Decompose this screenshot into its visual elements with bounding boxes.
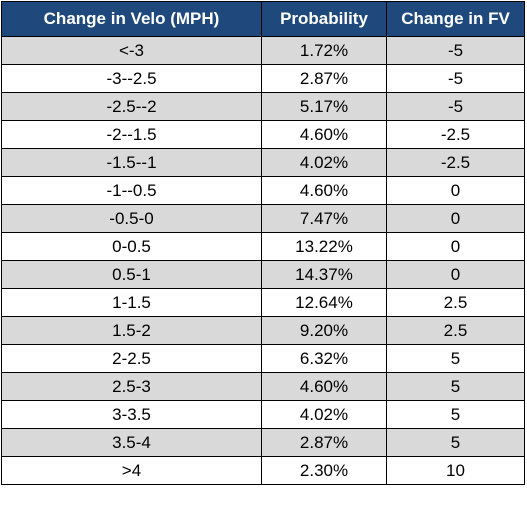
velo-range-cell: 1.5-2 bbox=[1, 316, 262, 345]
fv-change-cell: 5 bbox=[386, 344, 525, 373]
table-header-row: Change in Velo (MPH) Probability Change … bbox=[1, 1, 525, 37]
probability-cell: 1.72% bbox=[261, 36, 387, 65]
fv-change-cell: 5 bbox=[386, 400, 525, 429]
velo-range-cell: -2.5--2 bbox=[1, 92, 262, 121]
velo-range-cell: 2-2.5 bbox=[1, 344, 262, 373]
velo-range-cell: 3-3.5 bbox=[1, 400, 262, 429]
table-row: -1.5--1 4.02% -2.5 bbox=[1, 148, 525, 177]
table-row: 0.5-1 14.37% 0 bbox=[1, 260, 525, 289]
probability-cell: 13.22% bbox=[261, 232, 387, 261]
probability-cell: 5.17% bbox=[261, 92, 387, 121]
table-row: <-3 1.72% -5 bbox=[1, 36, 525, 65]
velo-range-cell: 3.5-4 bbox=[1, 428, 262, 457]
velo-fv-table-container: Change in Velo (MPH) Probability Change … bbox=[1, 1, 525, 485]
fv-change-cell: -5 bbox=[386, 92, 525, 121]
table-row: 2.5-3 4.60% 5 bbox=[1, 372, 525, 401]
velo-range-cell: 1-1.5 bbox=[1, 288, 262, 317]
velo-range-cell: -0.5-0 bbox=[1, 204, 262, 233]
velo-range-cell: <-3 bbox=[1, 36, 262, 65]
table-row: 0-0.5 13.22% 0 bbox=[1, 232, 525, 261]
fv-change-cell: 5 bbox=[386, 428, 525, 457]
velo-range-cell: -2--1.5 bbox=[1, 120, 262, 149]
header-change-in-velo: Change in Velo (MPH) bbox=[1, 1, 262, 37]
probability-cell: 4.02% bbox=[261, 148, 387, 177]
fv-change-cell: -2.5 bbox=[386, 148, 525, 177]
fv-change-cell: -5 bbox=[386, 64, 525, 93]
table-row: -0.5-0 7.47% 0 bbox=[1, 204, 525, 233]
probability-cell: 14.37% bbox=[261, 260, 387, 289]
velo-range-cell: 0.5-1 bbox=[1, 260, 262, 289]
table-row: 3.5-4 2.87% 5 bbox=[1, 428, 525, 457]
fv-change-cell: -2.5 bbox=[386, 120, 525, 149]
fv-change-cell: 10 bbox=[386, 456, 525, 485]
fv-change-cell: 2.5 bbox=[386, 316, 525, 345]
probability-cell: 2.87% bbox=[261, 64, 387, 93]
fv-change-cell: 0 bbox=[386, 204, 525, 233]
probability-cell: 4.60% bbox=[261, 176, 387, 205]
header-change-in-fv: Change in FV bbox=[386, 1, 525, 37]
probability-cell: 12.64% bbox=[261, 288, 387, 317]
probability-cell: 4.60% bbox=[261, 372, 387, 401]
table-row: -2--1.5 4.60% -2.5 bbox=[1, 120, 525, 149]
fv-change-cell: 0 bbox=[386, 176, 525, 205]
velo-range-cell: >4 bbox=[1, 456, 262, 485]
velo-range-cell: 0-0.5 bbox=[1, 232, 262, 261]
probability-cell: 2.87% bbox=[261, 428, 387, 457]
fv-change-cell: 0 bbox=[386, 260, 525, 289]
probability-cell: 7.47% bbox=[261, 204, 387, 233]
velo-range-cell: -3--2.5 bbox=[1, 64, 262, 93]
table-row: -3--2.5 2.87% -5 bbox=[1, 64, 525, 93]
probability-cell: 6.32% bbox=[261, 344, 387, 373]
table-row: >4 2.30% 10 bbox=[1, 456, 525, 485]
velo-range-cell: -1--0.5 bbox=[1, 176, 262, 205]
probability-cell: 2.30% bbox=[261, 456, 387, 485]
fv-change-cell: 5 bbox=[386, 372, 525, 401]
table-row: -1--0.5 4.60% 0 bbox=[1, 176, 525, 205]
header-probability: Probability bbox=[261, 1, 387, 37]
table-row: 3-3.5 4.02% 5 bbox=[1, 400, 525, 429]
table-row: 1.5-2 9.20% 2.5 bbox=[1, 316, 525, 345]
fv-change-cell: 2.5 bbox=[386, 288, 525, 317]
table-row: 1-1.5 12.64% 2.5 bbox=[1, 288, 525, 317]
probability-cell: 4.02% bbox=[261, 400, 387, 429]
probability-cell: 4.60% bbox=[261, 120, 387, 149]
probability-cell: 9.20% bbox=[261, 316, 387, 345]
table-row: 2-2.5 6.32% 5 bbox=[1, 344, 525, 373]
table-row: -2.5--2 5.17% -5 bbox=[1, 92, 525, 121]
velo-fv-table: Change in Velo (MPH) Probability Change … bbox=[1, 1, 525, 485]
velo-range-cell: -1.5--1 bbox=[1, 148, 262, 177]
fv-change-cell: -5 bbox=[386, 36, 525, 65]
velo-range-cell: 2.5-3 bbox=[1, 372, 262, 401]
fv-change-cell: 0 bbox=[386, 232, 525, 261]
table-body: <-3 1.72% -5 -3--2.5 2.87% -5 -2.5--2 5.17% -5 -2… bbox=[1, 36, 525, 485]
